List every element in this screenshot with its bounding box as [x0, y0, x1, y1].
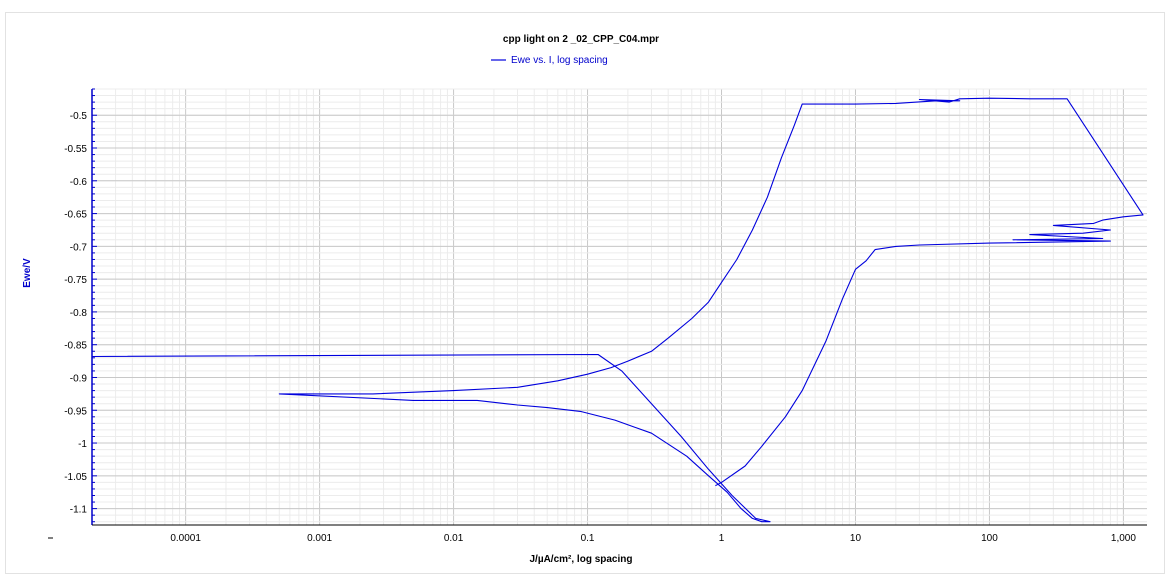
x-tick-label: 10 — [850, 533, 862, 544]
y-tick-label: -0.8 — [70, 308, 88, 319]
x-tick-label: 0.001 — [307, 533, 332, 544]
y-tick-label: -0.85 — [64, 341, 87, 352]
chart-title: cpp light on 2 _02_CPP_C04.mpr — [503, 34, 659, 45]
y-axis-label: Ewe/V — [22, 258, 33, 288]
y-tick-label: -0.95 — [64, 406, 87, 417]
y-tick-label: -0.55 — [64, 144, 87, 155]
y-tick-label: -1 — [78, 439, 87, 450]
y-tick-label: -0.75 — [64, 275, 87, 286]
x-tick-label: 0.0001 — [170, 533, 201, 544]
y-tick-labels: -0.5 -0.55 -0.6 -0.65 -0.7 -0.75 -0.8 -0.85 -0.9… — [64, 111, 87, 515]
x-tick-label: 0.01 — [444, 533, 464, 544]
legend-label: Ewe vs. I, log spacing — [511, 55, 608, 66]
grid — [91, 88, 1147, 525]
y-tick-label: -0.65 — [64, 210, 87, 221]
y-tick-label: -1.1 — [70, 505, 88, 516]
legend: Ewe vs. I, log spacing — [491, 55, 608, 66]
x-tick-label: 1,000 — [1111, 533, 1136, 544]
series-layer — [91, 97, 1144, 523]
x-tick-label: 100 — [981, 533, 998, 544]
axes — [48, 88, 1147, 539]
x-axis-label: J/µA/cm², log spacing — [529, 554, 632, 565]
x-tick-labels: 0.0001 0.001 0.01 0.1 1 10 100 1,000 — [170, 533, 1136, 544]
chart-frame: cpp light on 2 _02_CPP_C04.mpr Ewe vs. I… — [5, 12, 1165, 574]
y-tick-label: -0.6 — [70, 177, 88, 188]
y-tick-label: -0.5 — [70, 111, 88, 122]
y-tick-label: -0.9 — [70, 373, 88, 384]
series-line — [91, 97, 1144, 523]
y-tick-label: -1.05 — [64, 472, 87, 483]
x-tick-label: 1 — [719, 533, 725, 544]
chart: cpp light on 2 _02_CPP_C04.mpr Ewe vs. I… — [22, 34, 1147, 565]
x-tick-label: 0.1 — [581, 533, 595, 544]
y-tick-label: -0.7 — [70, 242, 88, 253]
